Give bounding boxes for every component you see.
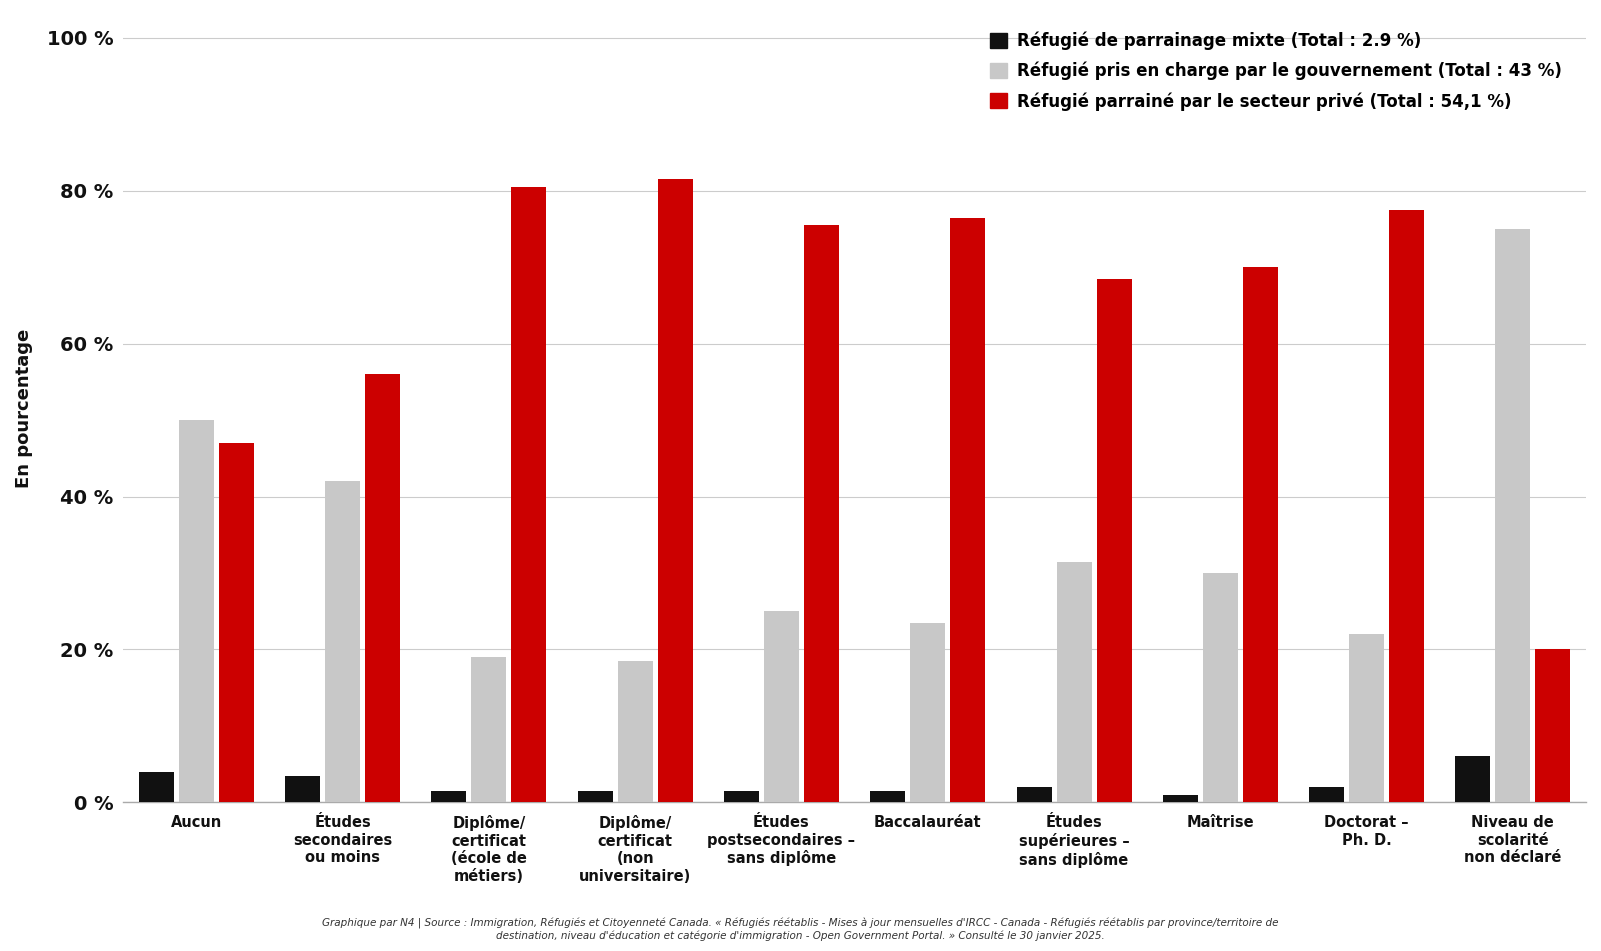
Bar xyxy=(1242,267,1278,803)
Bar xyxy=(219,443,255,803)
Bar xyxy=(1350,634,1385,803)
Legend: Réfugié de parrainage mixte (Total : 2.9 %), Réfugié pris en charge par le gouve: Réfugié de parrainage mixte (Total : 2.9… xyxy=(981,24,1571,119)
Y-axis label: En pourcentage: En pourcentage xyxy=(14,329,34,488)
Bar xyxy=(1455,756,1491,803)
Bar xyxy=(951,218,985,803)
Bar xyxy=(1097,279,1132,803)
Bar xyxy=(1017,787,1052,803)
Bar xyxy=(365,375,400,803)
Bar xyxy=(1162,795,1198,803)
Bar xyxy=(1202,573,1238,803)
Bar xyxy=(139,771,175,803)
Bar xyxy=(871,791,905,803)
Bar xyxy=(325,481,360,803)
Bar xyxy=(431,791,466,803)
Bar xyxy=(511,187,546,803)
Bar xyxy=(911,623,945,803)
Bar xyxy=(285,776,320,803)
Bar xyxy=(658,180,693,803)
Bar xyxy=(1310,787,1345,803)
Bar xyxy=(724,791,759,803)
Bar xyxy=(471,657,506,803)
Bar xyxy=(804,225,839,803)
Bar xyxy=(578,791,613,803)
Bar xyxy=(1057,561,1092,803)
Bar xyxy=(618,661,653,803)
Bar xyxy=(764,611,799,803)
Bar xyxy=(1495,229,1531,803)
Bar xyxy=(1535,650,1571,803)
Bar xyxy=(1390,210,1425,803)
Text: Graphique par N4 | Source : Immigration, Réfugiés et Citoyenneté Canada. « Réfug: Graphique par N4 | Source : Immigration,… xyxy=(322,919,1279,941)
Bar xyxy=(179,420,215,803)
